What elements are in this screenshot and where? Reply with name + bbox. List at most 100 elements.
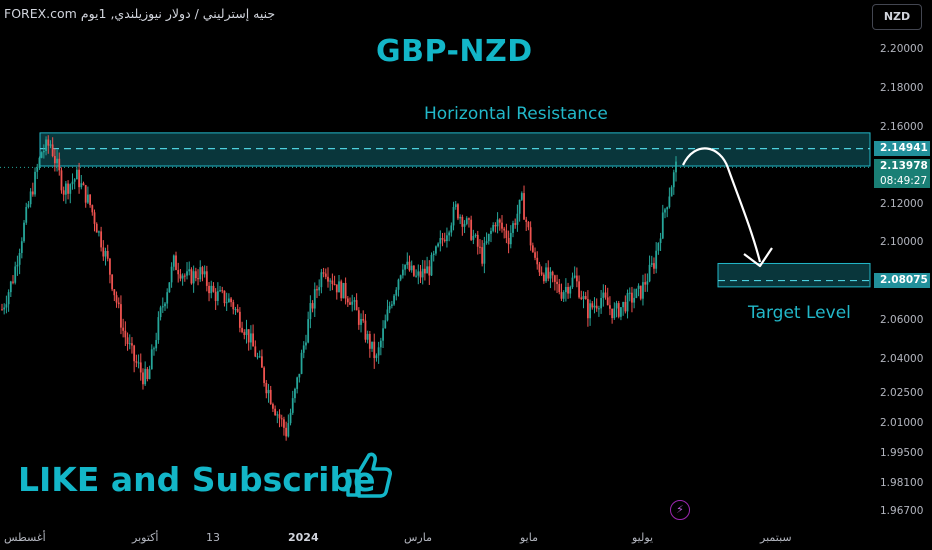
candle-body (34, 171, 36, 195)
candle-body (269, 389, 272, 405)
candle-body (465, 218, 468, 224)
candle-body (280, 418, 283, 420)
candle-body (388, 305, 391, 310)
candle-body (274, 408, 277, 415)
candle-body (604, 292, 607, 298)
candle-body (635, 288, 638, 298)
candle-body (139, 362, 142, 373)
candle-body (670, 187, 673, 197)
candle-body (309, 303, 312, 320)
candle-body (355, 300, 358, 311)
candle-body (150, 349, 153, 370)
candle-body (593, 305, 596, 308)
candle-body (302, 345, 305, 353)
candle-body (611, 308, 614, 319)
candle-body (73, 179, 76, 182)
candle-body (236, 309, 239, 312)
candle-body (225, 302, 228, 304)
candle-body (622, 301, 625, 308)
candle-body (615, 303, 618, 309)
candle-body (177, 269, 180, 275)
candle-body (247, 329, 250, 343)
x-tick-label: سبتمبر (760, 531, 792, 544)
candle-body (567, 286, 569, 294)
candle-body (335, 284, 338, 293)
candle-body (609, 305, 611, 309)
candle-body (639, 285, 642, 299)
symbol-header[interactable]: FOREX.com جنيه إسترليني / دولار نيوزيلند… (4, 6, 276, 21)
candle-body (514, 223, 517, 225)
candle-body (661, 212, 664, 239)
candle-body (404, 264, 406, 270)
candle-body (221, 290, 224, 292)
y-tick-label: 2.01000 (880, 417, 924, 429)
candle-body (595, 305, 598, 309)
candle-body (179, 274, 182, 279)
candle-body (12, 281, 14, 283)
candle-body (655, 250, 658, 269)
candle-body (106, 250, 109, 259)
candle-body (20, 241, 23, 253)
candle-body (505, 230, 508, 239)
candle-body (25, 207, 28, 223)
candle-body (642, 282, 644, 299)
candle-body (454, 204, 457, 208)
candle-body (547, 267, 550, 279)
candle-body (181, 275, 184, 279)
candle-body (648, 264, 651, 282)
currency-badge[interactable]: NZD (872, 4, 922, 30)
candle-body (287, 423, 290, 437)
candle-body (424, 268, 426, 274)
candle-body (503, 228, 506, 231)
candle-body (379, 340, 382, 348)
candle-body (507, 238, 510, 245)
candle-body (40, 152, 43, 158)
candle-body (67, 183, 69, 194)
candle-body (417, 271, 420, 276)
target-zone (717, 262, 871, 288)
candle-body (192, 271, 195, 284)
candle-body (313, 289, 316, 309)
candle-body (397, 279, 400, 290)
candle-body (501, 222, 503, 229)
candle-body (109, 258, 111, 275)
candle-body (294, 388, 296, 399)
candle-body (58, 158, 61, 171)
candle-body (349, 302, 351, 305)
candle-body (401, 269, 404, 276)
candle-body (78, 169, 80, 188)
candle-body (578, 281, 580, 298)
candle-body (296, 377, 299, 389)
candle-body (421, 268, 424, 278)
candle-body (412, 265, 415, 276)
candle-body (27, 204, 30, 208)
candle-body (525, 219, 528, 222)
candle-body (551, 271, 554, 276)
candle-body (450, 225, 453, 233)
x-tick-label: 13 (206, 531, 220, 544)
candle-body (272, 404, 274, 409)
candle-body (95, 223, 98, 233)
candle-body (82, 183, 85, 186)
candle-body (430, 254, 433, 276)
candle-body (230, 298, 232, 303)
candle-body (560, 292, 563, 299)
lightning-icon[interactable]: ⚡ (670, 500, 690, 520)
candle-body (208, 285, 210, 294)
candle-body (42, 150, 45, 153)
candle-body (485, 241, 488, 243)
candle-body (562, 292, 565, 299)
candle-body (540, 272, 543, 275)
candle-body (45, 139, 47, 151)
candle-body (324, 273, 327, 277)
candle-body (534, 252, 536, 258)
candle-body (377, 347, 380, 356)
candle-body (161, 306, 164, 308)
candle-body (626, 293, 629, 312)
candle-body (135, 361, 138, 363)
candle-body (435, 246, 437, 254)
x-tick-label: أغسطس (4, 531, 46, 544)
candle-body (210, 285, 213, 294)
